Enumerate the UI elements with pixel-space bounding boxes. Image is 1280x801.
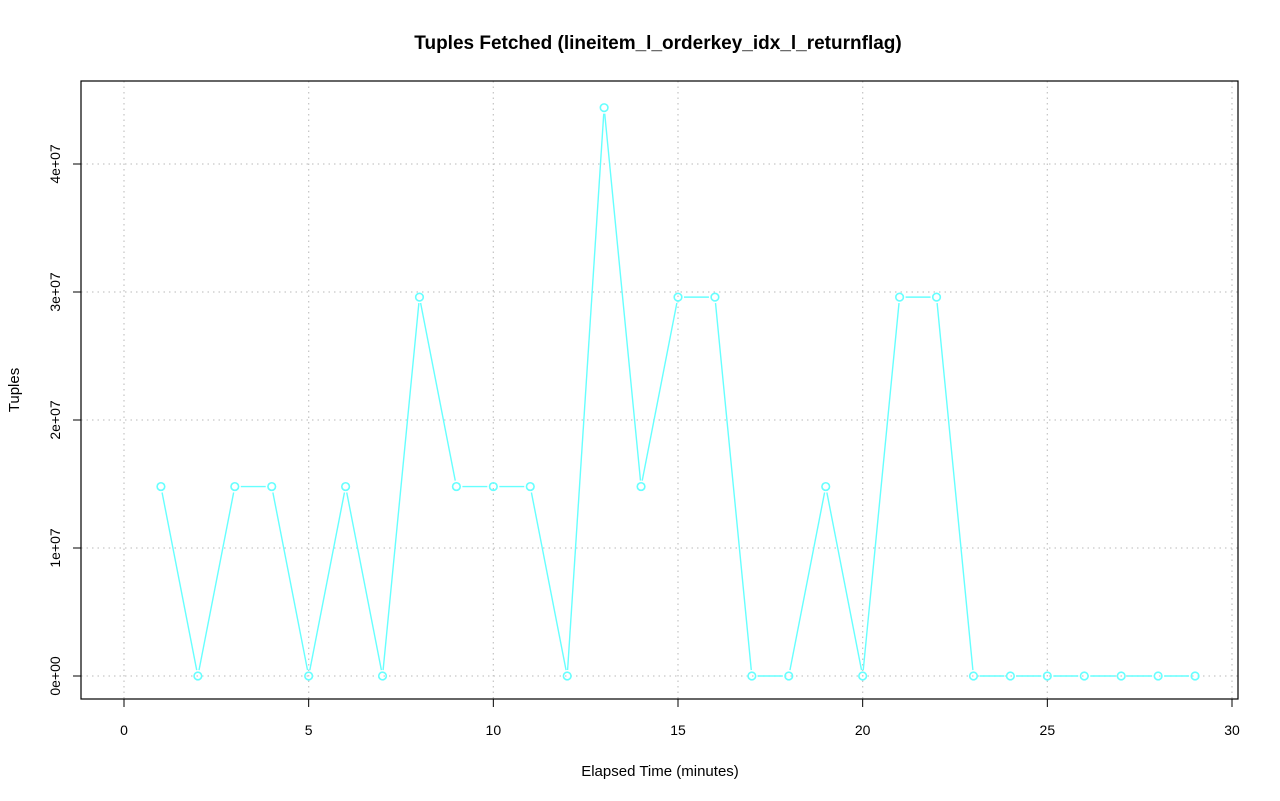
data-point xyxy=(1042,671,1052,681)
data-point xyxy=(451,481,462,492)
series-segment xyxy=(826,492,863,671)
data-point xyxy=(525,481,535,492)
series-segment xyxy=(346,492,383,671)
series-segment xyxy=(198,492,235,671)
data-point xyxy=(304,671,314,681)
chart-title: Tuples Fetched (lineitem_l_orderkey_idx_… xyxy=(414,33,901,54)
x-tick-label: 5 xyxy=(305,722,313,738)
data-point xyxy=(636,481,646,492)
data-point xyxy=(1005,671,1016,681)
data-point xyxy=(1079,671,1089,681)
data-point xyxy=(341,481,351,492)
data-point xyxy=(1190,671,1200,681)
data-point xyxy=(968,671,979,681)
data-point xyxy=(562,671,572,681)
data-point xyxy=(488,481,498,492)
data-point xyxy=(156,481,166,492)
x-tick-label: 0 xyxy=(120,722,128,738)
y-axis-label: Tuples xyxy=(6,368,23,412)
data-point xyxy=(377,671,388,681)
series-segment xyxy=(789,492,826,671)
x-axis-label: Elapsed Time (minutes) xyxy=(581,763,739,780)
series-segment xyxy=(309,492,346,671)
data-point xyxy=(193,671,203,681)
y-tick-label: 4e+07 xyxy=(47,144,63,184)
data-point xyxy=(931,292,942,302)
x-tick-label: 15 xyxy=(670,722,686,738)
data-point xyxy=(267,481,277,492)
series-segment xyxy=(161,492,198,671)
series-segment xyxy=(419,302,456,481)
data-point xyxy=(747,671,757,681)
y-axis: 0e+00 1e+07 2e+07 3e+07 4e+07 xyxy=(47,144,82,696)
y-tick-label: 3e+07 xyxy=(47,272,63,312)
x-tick-label: 30 xyxy=(1224,722,1240,738)
series-segment xyxy=(382,303,420,671)
series-segment xyxy=(862,303,900,671)
y-tick-label: 2e+07 xyxy=(47,400,63,440)
x-tick-label: 10 xyxy=(486,722,502,738)
data-point xyxy=(784,671,794,681)
series-segment xyxy=(936,303,974,671)
series-segment xyxy=(714,303,752,671)
x-tick-label: 25 xyxy=(1040,722,1056,738)
data-point xyxy=(1116,671,1126,681)
series-segment xyxy=(530,492,567,671)
series-segment xyxy=(566,113,605,671)
series-segment xyxy=(604,113,642,481)
data-point xyxy=(858,671,868,681)
data-point xyxy=(894,292,905,302)
grid xyxy=(81,81,1238,699)
data-point xyxy=(710,292,720,302)
data-point xyxy=(673,292,683,302)
series-segment xyxy=(641,302,678,481)
data-point xyxy=(414,292,425,302)
data-point xyxy=(230,481,240,492)
x-axis: 0 5 10 15 20 25 30 xyxy=(120,698,1240,738)
data-point xyxy=(1153,671,1163,681)
series xyxy=(156,103,1200,681)
series-segment xyxy=(272,492,309,671)
y-tick-label: 1e+07 xyxy=(47,528,63,568)
y-tick-label: 0e+00 xyxy=(47,656,63,696)
data-point xyxy=(821,481,831,492)
data-point xyxy=(599,103,609,113)
x-tick-label: 20 xyxy=(855,722,871,738)
